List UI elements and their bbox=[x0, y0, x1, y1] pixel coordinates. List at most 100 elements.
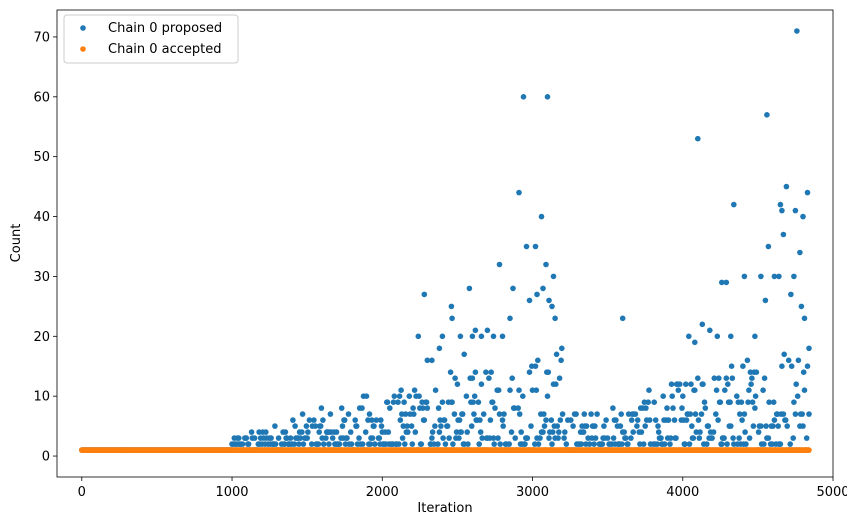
proposed-point bbox=[559, 411, 566, 417]
proposed-point bbox=[429, 435, 435, 441]
proposed-point bbox=[553, 381, 559, 388]
proposed-point bbox=[520, 393, 526, 400]
proposed-point bbox=[483, 369, 489, 376]
proposed-point bbox=[352, 417, 359, 423]
proposed-point bbox=[728, 423, 734, 429]
proposed-point bbox=[489, 399, 496, 406]
proposed-point bbox=[526, 369, 533, 376]
proposed-point bbox=[299, 411, 306, 417]
proposed-point bbox=[347, 429, 354, 435]
proposed-point bbox=[787, 441, 793, 447]
proposed-point bbox=[384, 399, 391, 406]
proposed-point bbox=[731, 201, 737, 208]
proposed-point bbox=[753, 369, 760, 376]
proposed-point bbox=[356, 435, 362, 441]
proposed-point bbox=[695, 135, 701, 142]
proposed-point bbox=[421, 417, 428, 423]
proposed-point bbox=[634, 417, 641, 423]
proposed-point bbox=[290, 417, 296, 423]
y-tick-label: 30 bbox=[33, 270, 50, 285]
proposed-point bbox=[586, 441, 593, 447]
proposed-point bbox=[327, 411, 334, 417]
proposed-point bbox=[540, 429, 546, 435]
proposed-point bbox=[396, 393, 403, 400]
proposed-point bbox=[550, 273, 557, 280]
proposed-point bbox=[668, 381, 675, 388]
proposed-point bbox=[272, 423, 278, 429]
axes-frame bbox=[56, 9, 834, 478]
proposed-point bbox=[795, 357, 802, 364]
proposed-point bbox=[738, 399, 745, 406]
proposed-point bbox=[305, 429, 311, 435]
proposed-point bbox=[561, 435, 567, 441]
proposed-point bbox=[549, 441, 555, 447]
proposed-point bbox=[610, 405, 616, 411]
proposed-point bbox=[613, 417, 619, 423]
proposed-point bbox=[628, 417, 635, 423]
proposed-point bbox=[471, 393, 478, 400]
x-tick-label: 2000 bbox=[366, 485, 399, 500]
axes-layer: 0 1000 2000 3000 4000 5000 0 10 20 30 40 50 60 70 bbox=[33, 9, 847, 500]
proposed-point bbox=[556, 375, 563, 382]
proposed-point bbox=[477, 429, 484, 435]
proposed-point bbox=[775, 423, 781, 429]
proposed-point bbox=[470, 399, 477, 406]
proposed-point bbox=[537, 435, 543, 441]
proposed-point bbox=[449, 315, 455, 322]
proposed-point bbox=[573, 411, 579, 417]
proposed-point bbox=[429, 357, 435, 364]
proposed-point bbox=[677, 381, 683, 388]
proposed-point bbox=[423, 399, 430, 406]
proposed-point bbox=[544, 393, 551, 400]
proposed-point bbox=[406, 393, 413, 400]
proposed-point bbox=[524, 435, 531, 441]
proposed-point bbox=[440, 435, 446, 441]
proposed-point bbox=[667, 441, 673, 447]
proposed-point bbox=[432, 387, 439, 394]
proposed-point bbox=[580, 429, 587, 435]
legend-label-accepted: Chain 0 accepted bbox=[108, 42, 222, 57]
plot-area bbox=[57, 10, 833, 477]
proposed-point bbox=[395, 399, 401, 406]
proposed-point bbox=[541, 423, 548, 429]
proposed-point bbox=[628, 435, 634, 441]
proposed-point bbox=[780, 411, 787, 417]
proposed-point bbox=[652, 417, 659, 423]
proposed-point bbox=[640, 441, 647, 447]
proposed-point bbox=[297, 435, 304, 441]
proposed-point bbox=[495, 435, 501, 441]
proposed-point bbox=[744, 357, 751, 364]
proposed-point bbox=[387, 405, 393, 411]
proposed-point bbox=[373, 417, 380, 423]
proposed-point bbox=[554, 423, 561, 429]
proposed-point bbox=[329, 435, 336, 441]
proposed-point bbox=[248, 429, 255, 435]
proposed-point bbox=[610, 435, 617, 441]
proposed-point bbox=[472, 369, 479, 376]
proposed-point bbox=[546, 435, 552, 441]
proposed-point bbox=[621, 429, 627, 435]
proposed-point bbox=[507, 315, 513, 322]
proposed-point bbox=[366, 411, 373, 417]
proposed-point bbox=[692, 387, 698, 394]
proposed-point bbox=[506, 441, 512, 447]
proposed-point bbox=[275, 435, 282, 441]
proposed-point bbox=[341, 417, 348, 423]
proposed-point bbox=[619, 441, 625, 447]
proposed-point bbox=[543, 417, 549, 423]
proposed-point bbox=[516, 189, 522, 196]
proposed-point bbox=[686, 441, 693, 447]
proposed-point bbox=[746, 435, 753, 441]
proposed-point bbox=[804, 363, 811, 370]
proposed-point bbox=[362, 429, 369, 435]
proposed-point bbox=[797, 249, 803, 256]
proposed-point bbox=[311, 417, 317, 423]
proposed-point bbox=[632, 411, 639, 417]
proposed-point bbox=[556, 429, 562, 435]
proposed-point bbox=[792, 207, 799, 214]
proposed-point bbox=[727, 399, 733, 406]
proposed-point bbox=[625, 441, 631, 447]
proposed-point bbox=[436, 345, 443, 352]
proposed-point bbox=[737, 411, 743, 417]
proposed-point bbox=[549, 303, 555, 310]
